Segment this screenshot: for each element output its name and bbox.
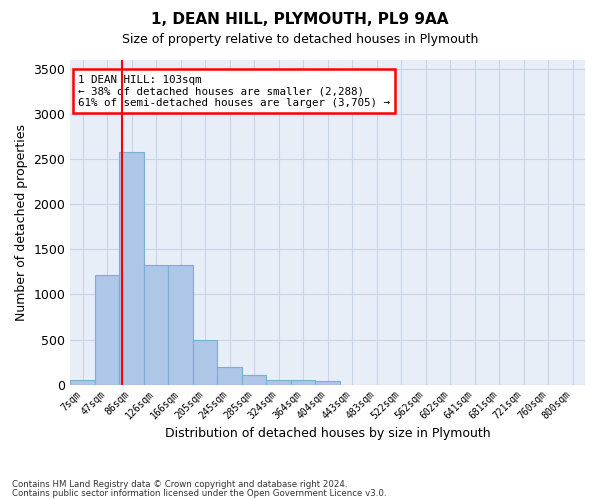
Y-axis label: Number of detached properties: Number of detached properties	[15, 124, 28, 321]
Bar	[169, 264, 193, 384]
Bar	[119, 152, 144, 384]
Text: Contains public sector information licensed under the Open Government Licence v3: Contains public sector information licen…	[12, 488, 386, 498]
Text: Size of property relative to detached houses in Plymouth: Size of property relative to detached ho…	[122, 32, 478, 46]
Text: 1 DEAN HILL: 103sqm
← 38% of detached houses are smaller (2,288)
61% of semi-det: 1 DEAN HILL: 103sqm ← 38% of detached ho…	[78, 74, 390, 108]
Bar	[95, 274, 119, 384]
Bar	[316, 382, 340, 384]
Bar	[144, 264, 169, 384]
Text: 1, DEAN HILL, PLYMOUTH, PL9 9AA: 1, DEAN HILL, PLYMOUTH, PL9 9AA	[151, 12, 449, 28]
Bar	[242, 374, 266, 384]
Text: Contains HM Land Registry data © Crown copyright and database right 2024.: Contains HM Land Registry data © Crown c…	[12, 480, 347, 489]
Bar	[70, 380, 95, 384]
Bar	[266, 380, 291, 384]
Bar	[217, 368, 242, 384]
X-axis label: Distribution of detached houses by size in Plymouth: Distribution of detached houses by size …	[165, 427, 490, 440]
Bar	[193, 340, 217, 384]
Bar	[291, 380, 316, 384]
